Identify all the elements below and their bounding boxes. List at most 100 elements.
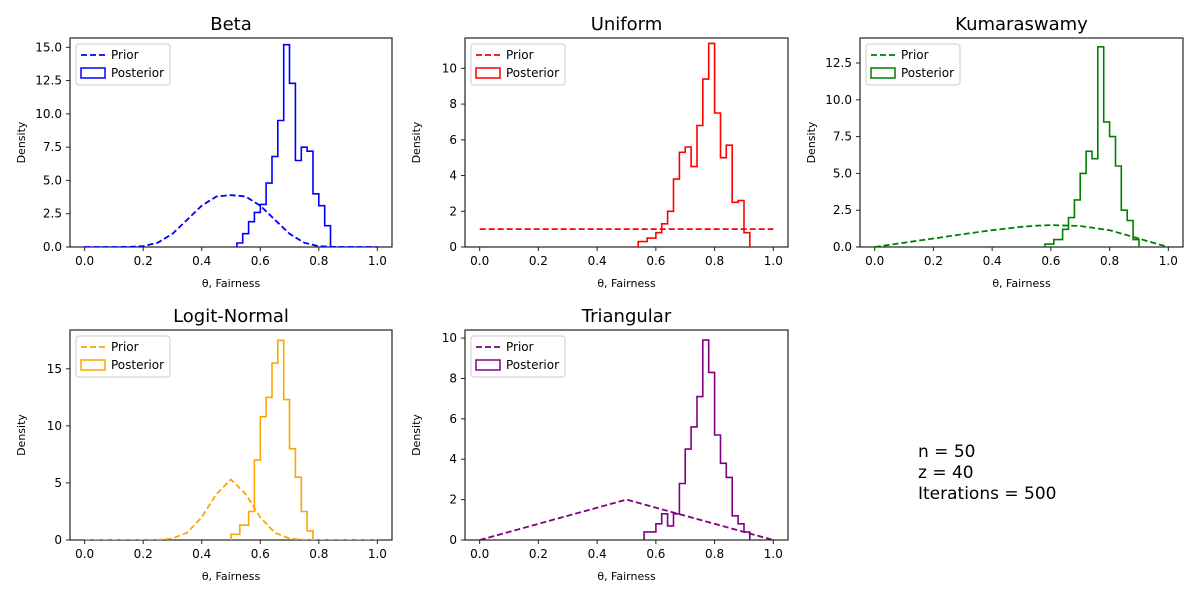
- legend: Prior Posterior: [75, 335, 171, 378]
- iterations-label: Iterations = 500: [918, 484, 1057, 504]
- axes-frame: [69, 37, 393, 248]
- panel-uniform: Uniform 0.0 0.2 0.4 0.6 0.8 1.0 0 2 4 6 8 10 θ, Fairn…: [410, 14, 789, 290]
- plot-area: [84, 339, 378, 540]
- legend-posterior-swatch: [80, 359, 106, 371]
- x-tick-label: 0.4: [588, 547, 607, 561]
- x-tick-label: 0.0: [470, 254, 489, 268]
- chart-title: Logit-Normal: [173, 306, 289, 327]
- y-tick-label: 6: [449, 412, 457, 426]
- x-tick-label: 0.6: [1041, 254, 1060, 268]
- x-tick-label: 0.6: [251, 254, 270, 268]
- x-tick-label: 0.2: [134, 547, 153, 561]
- axes-frame: [859, 37, 1184, 248]
- y-tick-label: 12.5: [825, 56, 852, 70]
- y-tick-label: 8: [449, 97, 457, 111]
- y-axis-label: Density: [410, 414, 423, 456]
- y-tick-label: 2: [449, 204, 457, 218]
- y-tick-label: 10: [47, 419, 62, 433]
- legend: Prior Posterior: [75, 43, 171, 86]
- y-tick-label: 12.5: [35, 74, 62, 88]
- x-tick-label: 0.0: [75, 254, 94, 268]
- chart-title: Triangular: [581, 306, 672, 327]
- x-tick-label: 0.4: [192, 254, 211, 268]
- legend-label: Prior: [506, 48, 534, 62]
- x-tick-label: 0.6: [646, 254, 665, 268]
- x-tick-label: 0.2: [134, 254, 153, 268]
- x-tick-label: 0.4: [192, 547, 211, 561]
- run-parameters-annotation: n = 50 z = 40 Iterations = 500: [918, 442, 1056, 505]
- y-tick-label: 0: [54, 533, 62, 547]
- chart-title: Kumaraswamy: [955, 14, 1088, 35]
- plot-area: [479, 42, 774, 247]
- y-tick-label: 4: [449, 452, 457, 466]
- y-tick-label: 0: [449, 533, 457, 547]
- x-tick-label: 0.8: [309, 254, 328, 268]
- posterior-histogram: [643, 339, 751, 540]
- y-tick-label: 7.5: [43, 140, 62, 154]
- x-tick-label: 0.2: [924, 254, 943, 268]
- posterior-histogram: [230, 339, 314, 540]
- x-axis-label: θ, Fairness: [597, 277, 656, 290]
- prior-curve: [874, 224, 1169, 247]
- y-tick-label: 10.0: [35, 107, 62, 121]
- y-tick-label: 6: [449, 133, 457, 147]
- x-axis-label: θ, Fairness: [992, 277, 1051, 290]
- y-tick-label: 10.0: [825, 93, 852, 107]
- y-tick-label: 15: [47, 362, 62, 376]
- x-tick-label: 0.2: [529, 254, 548, 268]
- x-tick-label: 0.8: [1100, 254, 1119, 268]
- panel-logit-normal: Logit-Normal 0.0 0.2 0.4 0.6 0.8 1.0 0 5 10 15 θ, F…: [15, 306, 393, 583]
- plot-area: [874, 46, 1169, 247]
- plot-area: [479, 339, 774, 540]
- posterior-histogram: [236, 43, 332, 247]
- y-tick-label: 4: [449, 169, 457, 183]
- chart-title: Uniform: [591, 14, 663, 35]
- y-axis-label: Density: [805, 121, 818, 163]
- prior-curve: [84, 194, 378, 247]
- x-tick-label: 0.4: [983, 254, 1002, 268]
- y-tick-label: 10: [442, 61, 457, 75]
- legend-label: Posterior: [111, 358, 164, 372]
- prior-curve: [479, 498, 774, 540]
- legend-label: Prior: [111, 340, 139, 354]
- y-tick-label: 5: [54, 476, 62, 490]
- x-tick-label: 0.6: [646, 547, 665, 561]
- x-tick-label: 1.0: [368, 254, 387, 268]
- y-tick-label: 5.0: [43, 173, 62, 187]
- y-tick-label: 0.0: [43, 240, 62, 254]
- axes-frame: [464, 329, 789, 541]
- y-tick-label: 15.0: [35, 40, 62, 54]
- chart-title: Beta: [210, 14, 252, 35]
- y-tick-label: 2: [449, 493, 457, 507]
- y-tick-label: 2.5: [43, 207, 62, 221]
- legend-posterior-swatch: [475, 359, 501, 371]
- x-tick-label: 0.0: [470, 547, 489, 561]
- y-tick-label: 5.0: [833, 166, 852, 180]
- legend-label: Posterior: [111, 66, 164, 80]
- x-tick-label: 0.4: [588, 254, 607, 268]
- posterior-histogram: [1044, 46, 1140, 247]
- y-tick-label: 0: [449, 240, 457, 254]
- y-axis-label: Density: [15, 121, 28, 163]
- x-tick-label: 0.0: [75, 547, 94, 561]
- legend-posterior-swatch: [475, 67, 501, 79]
- legend: Prior Posterior: [470, 43, 566, 86]
- legend: Prior Posterior: [865, 43, 961, 86]
- legend-label: Prior: [506, 340, 534, 354]
- n-label: n = 50: [918, 442, 976, 462]
- legend-posterior-swatch: [80, 67, 106, 79]
- panel-beta: Beta 0.0 0.2 0.4 0.6 0.8 1.0 0.0 2.5 5.0 7.5 10.0 12…: [15, 14, 393, 290]
- legend-label: Prior: [111, 48, 139, 62]
- x-tick-label: 0.8: [309, 547, 328, 561]
- panel-kumaraswamy: Kumaraswamy 0.0 0.2 0.4 0.6 0.8 1.0 0.0 2.5 5.0 7.…: [805, 14, 1184, 290]
- y-tick-label: 2.5: [833, 203, 852, 217]
- y-tick-label: 8: [449, 371, 457, 385]
- x-axis-label: θ, Fairness: [597, 570, 656, 583]
- x-tick-label: 0.0: [865, 254, 884, 268]
- legend-label: Prior: [901, 48, 929, 62]
- y-tick-label: 10: [442, 331, 457, 345]
- x-tick-label: 0.8: [705, 547, 724, 561]
- legend-label: Posterior: [506, 66, 559, 80]
- x-tick-label: 0.8: [705, 254, 724, 268]
